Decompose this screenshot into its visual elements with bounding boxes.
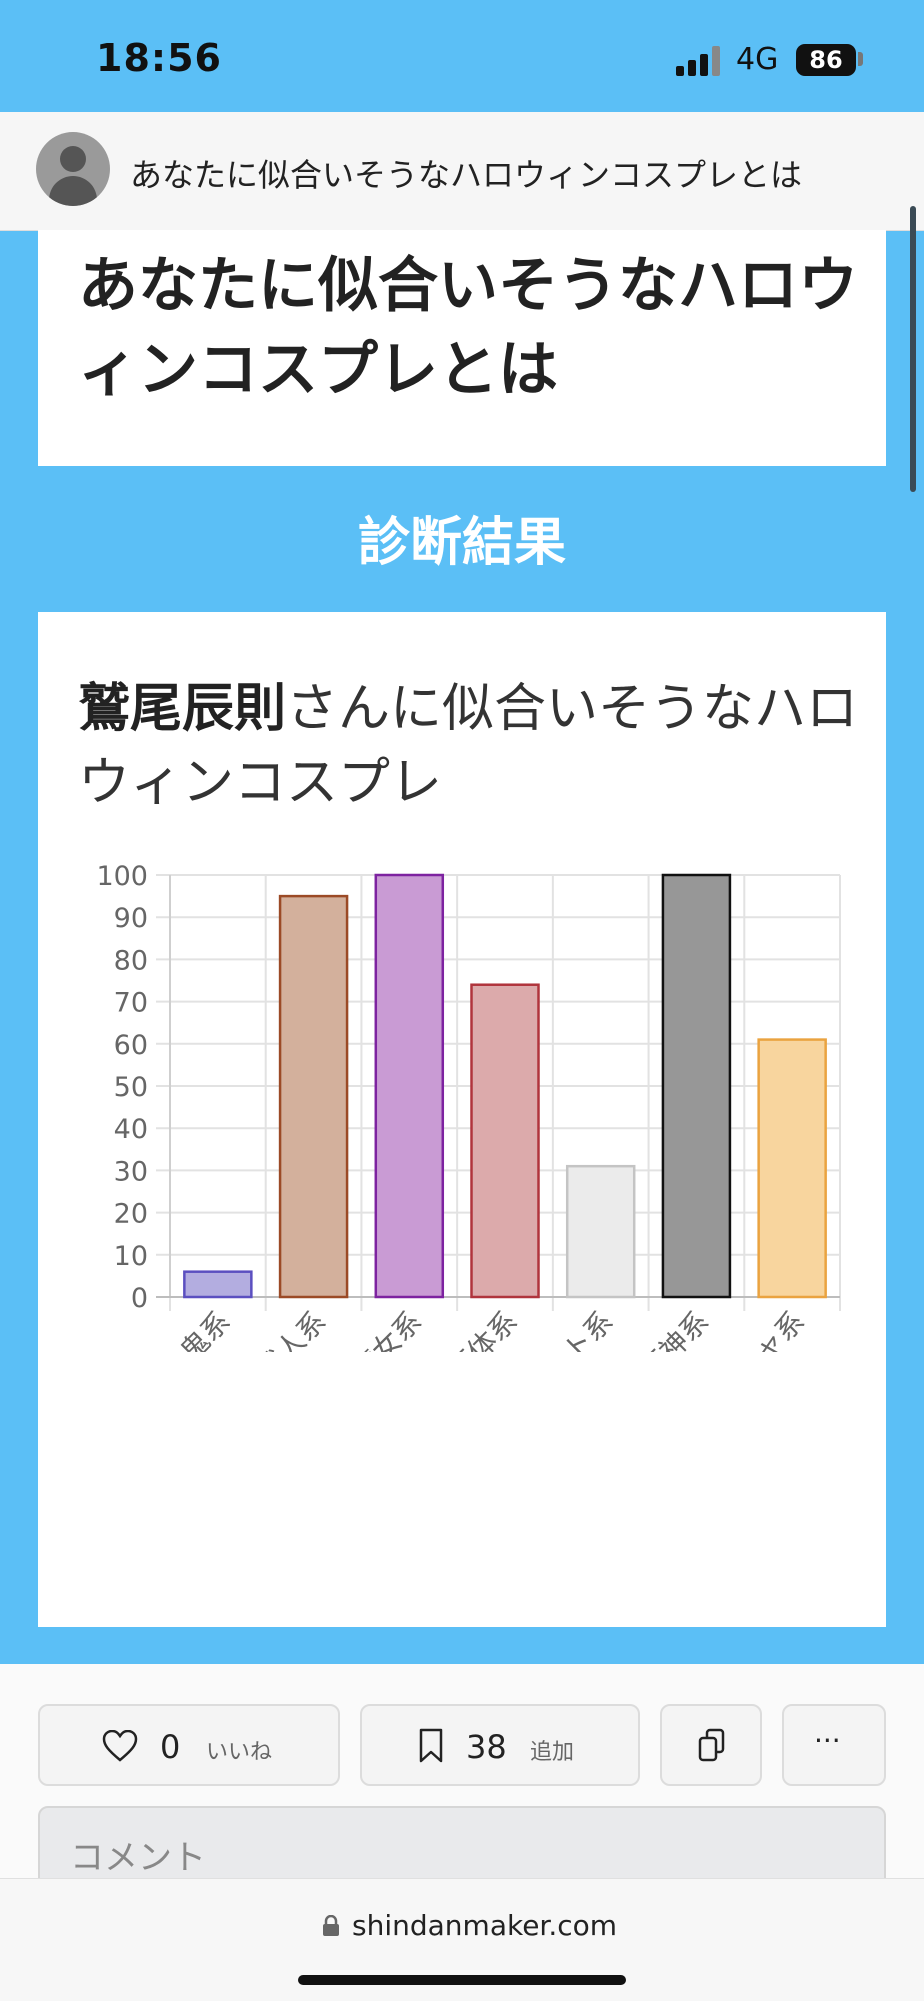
battery-icon: 86	[796, 44, 856, 76]
avatar[interactable]	[36, 132, 110, 206]
result-name: 鷲尾辰則	[78, 679, 287, 739]
site-header: あなたに似合いそうなハロウィンコスプレとは	[0, 112, 924, 231]
chart-bar	[565, 1164, 636, 1299]
bookmark-count: 38	[466, 1728, 507, 1766]
page-scrollbar[interactable]	[910, 206, 916, 492]
y-tick-label: 10	[114, 1241, 148, 1272]
chart-bar	[757, 1038, 827, 1299]
like-count: 0	[160, 1728, 181, 1766]
bookmark-icon	[419, 1728, 443, 1763]
y-tick-label: 100	[96, 861, 148, 892]
chart-bar	[183, 1270, 253, 1299]
more-icon: ···	[814, 1724, 841, 1757]
title-card: あなたに似合いそうなハロウィンコスプレとは	[38, 230, 886, 466]
result-title: 鷲尾辰則さんに似合いそうなハロウィンコスプレ	[78, 672, 868, 820]
url-text: shindanmaker.com	[352, 1909, 618, 1942]
chart-bar	[374, 873, 445, 1299]
status-bar: 18:56 4G 86	[0, 0, 924, 112]
result-card: 鷲尾辰則さんに似合いそうなハロウィンコスプレ 0 10 20 30 40 50 60 70 80…	[38, 612, 886, 1627]
result-heading: 診断結果	[357, 513, 566, 573]
copy-icon	[698, 1728, 725, 1762]
home-indicator[interactable]	[298, 1975, 626, 1985]
more-button[interactable]: ···	[782, 1704, 886, 1786]
y-tick-label: 0	[131, 1283, 148, 1314]
network-type: 4G	[736, 42, 779, 77]
chart-bar	[470, 983, 540, 1299]
lock-icon	[323, 1915, 339, 1936]
status-time: 18:56	[96, 36, 222, 80]
y-tick-label: 80	[114, 945, 148, 976]
comment-placeholder: コメント	[70, 1838, 206, 1878]
bookmark-button[interactable]: 38 追加	[360, 1704, 640, 1786]
battery-level: 86	[809, 46, 843, 74]
y-tick-label: 60	[114, 1030, 148, 1061]
heart-icon	[102, 1730, 138, 1762]
battery-tip	[858, 52, 863, 66]
chart-bar	[278, 894, 349, 1299]
chart-bar	[661, 873, 732, 1299]
copy-button[interactable]	[660, 1704, 762, 1786]
x-tick-label: 魔女系	[345, 1305, 428, 1352]
page-title: あなたに似合いそうなハロウィンコスプレとは	[78, 251, 858, 405]
browser-url-bar[interactable]: shindanmaker.com	[0, 1878, 924, 2001]
y-tick-label: 70	[114, 988, 148, 1019]
header-title[interactable]: あなたに似合いそうなハロウィンコスプレとは	[130, 156, 803, 194]
result-text: さんに似合いそうなハロウィンコスプレ	[78, 679, 859, 813]
like-button[interactable]: 0 いいね	[38, 1704, 340, 1786]
like-label: いいね	[206, 1740, 273, 1765]
y-tick-label: 20	[114, 1199, 148, 1230]
y-tick-label: 40	[114, 1114, 148, 1145]
avatar-shoulders	[49, 176, 97, 206]
y-tick-label: 30	[114, 1156, 148, 1187]
y-tick-label: 90	[114, 903, 148, 934]
signal-icon	[676, 46, 724, 76]
x-tick-label: 獣人系	[250, 1305, 333, 1352]
y-tick-label: 50	[114, 1072, 148, 1103]
x-tick-label: 吸血鬼系	[134, 1305, 237, 1352]
bookmark-label: 追加	[530, 1740, 575, 1765]
result-chart: 0102030405060708090100吸血鬼系獣人系魔女系動く死体系骨・ゴ…	[96, 861, 841, 1352]
avatar-head	[60, 146, 86, 172]
